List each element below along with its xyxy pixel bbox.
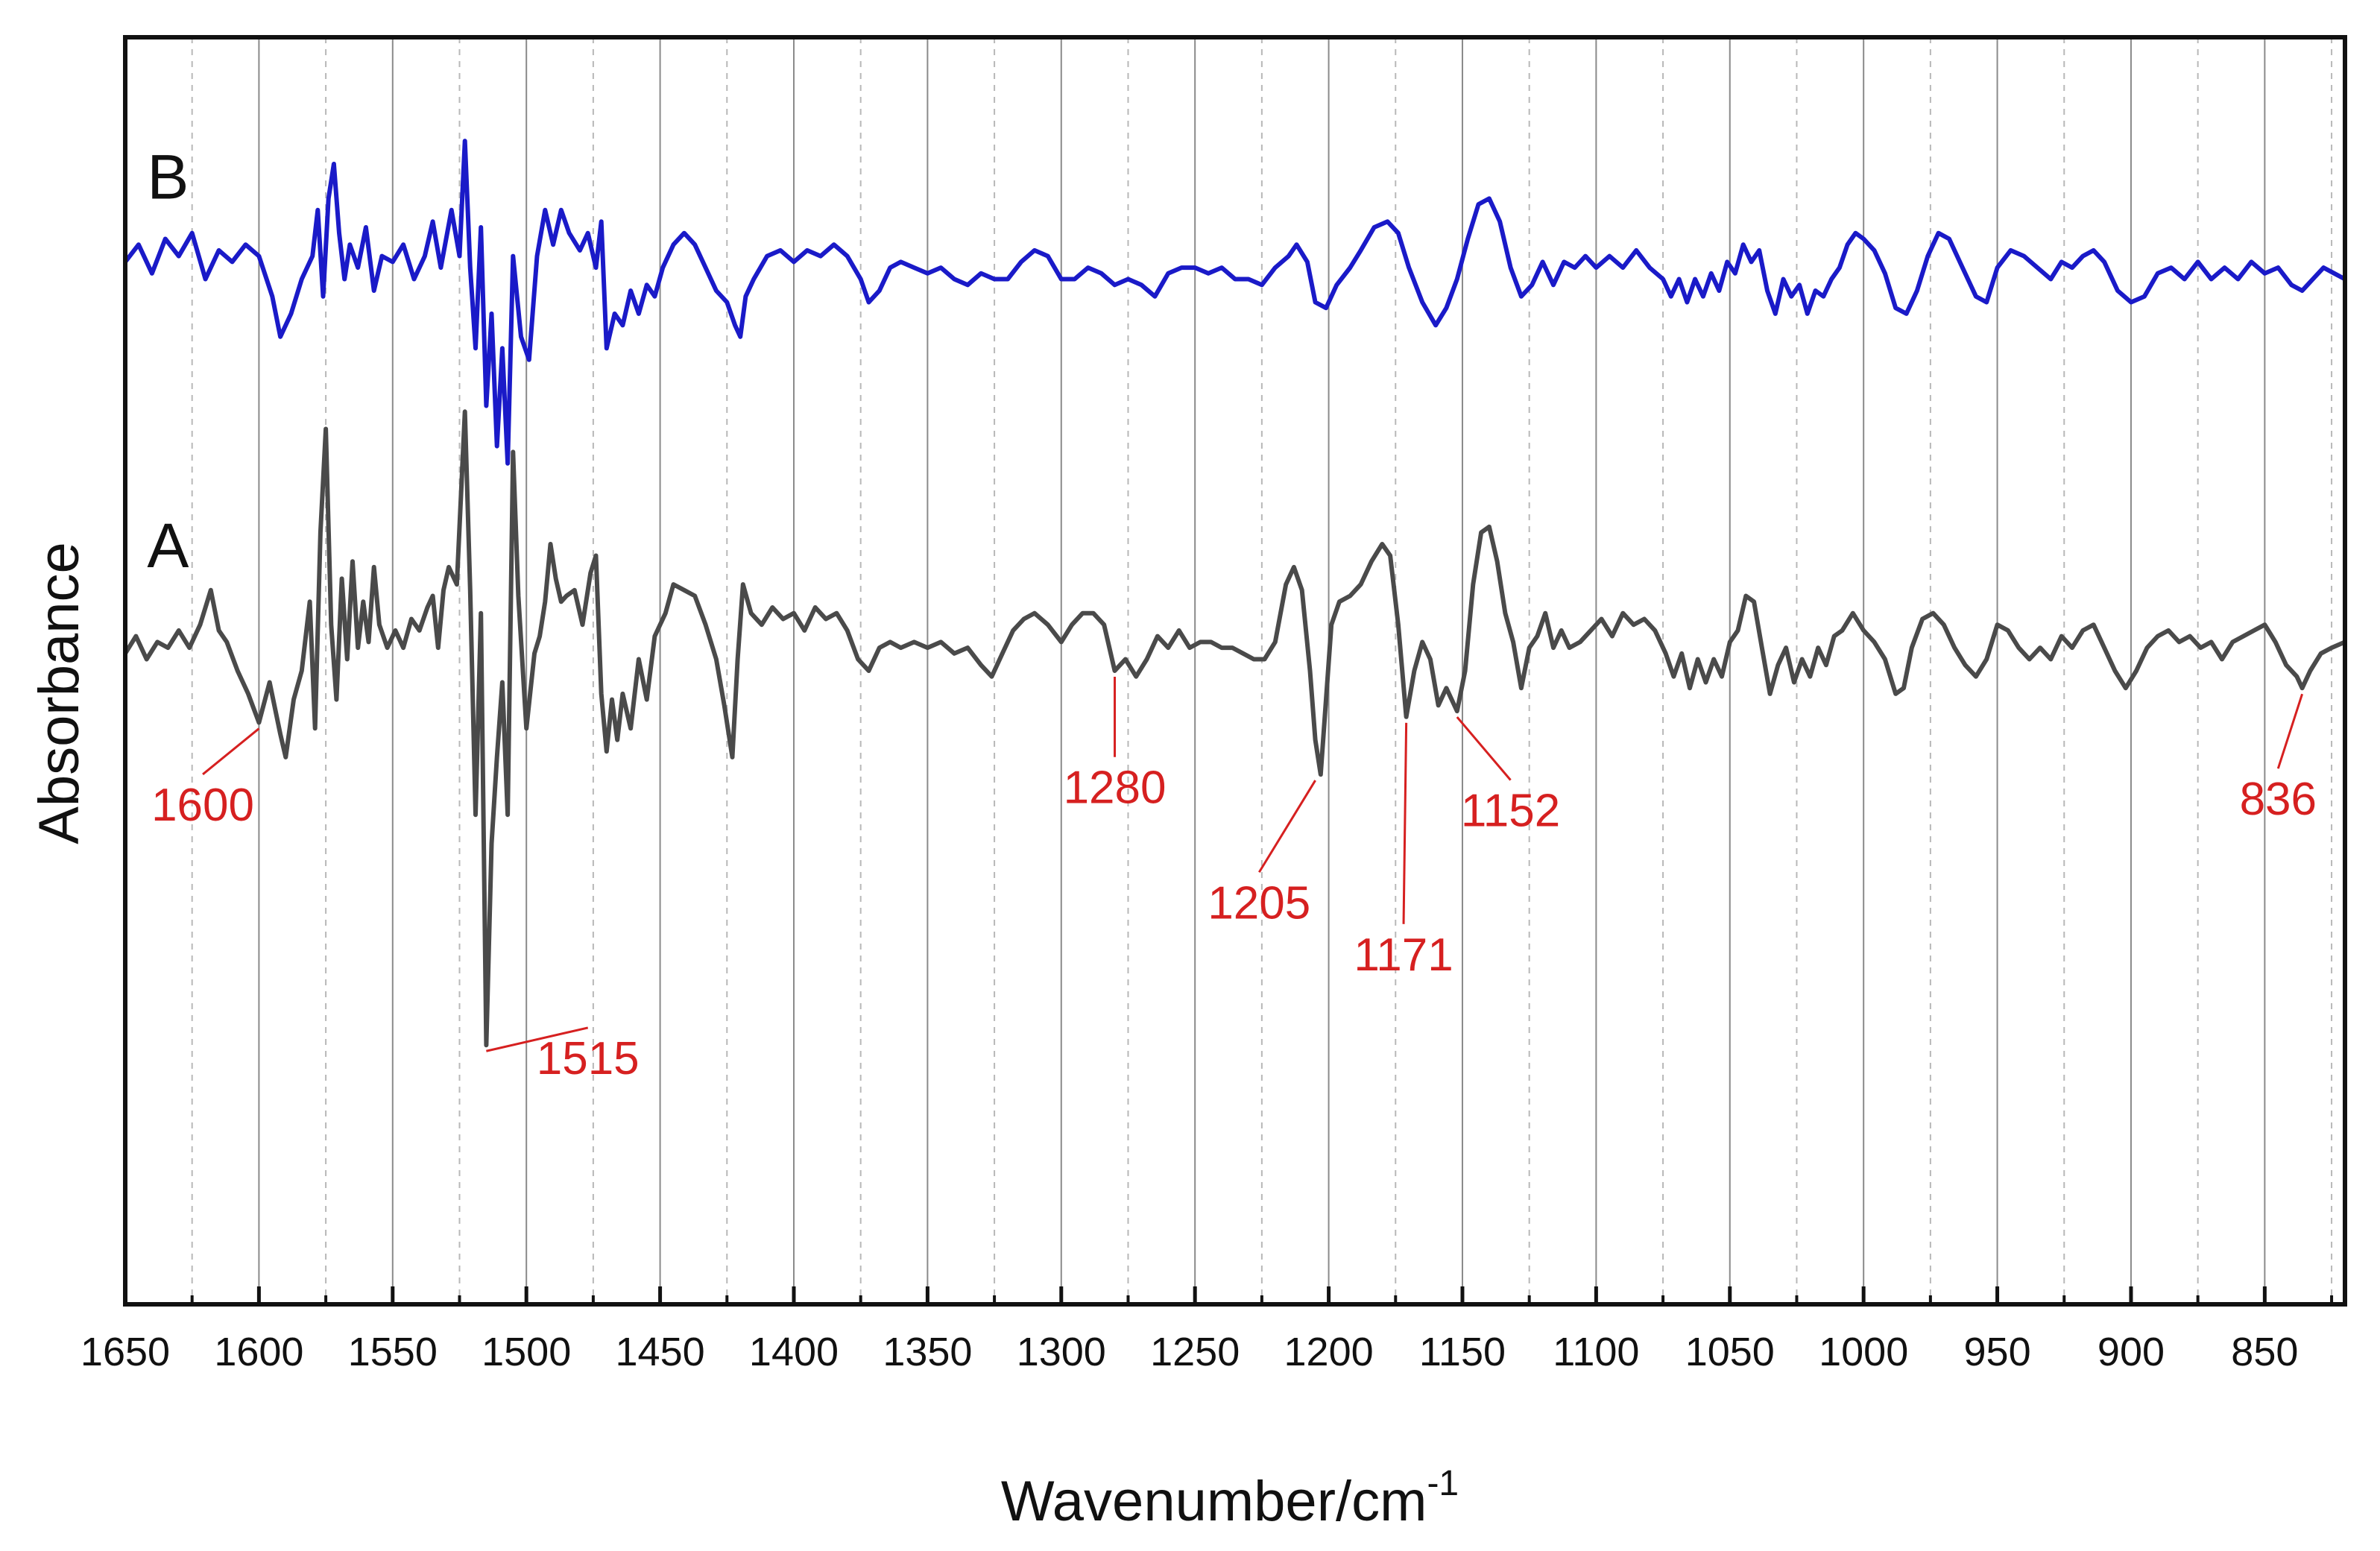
x-tick-label: 1550 xyxy=(348,1330,438,1374)
x-tick-label: 1200 xyxy=(1284,1330,1374,1374)
annotations: 1600 1515 1280 1205 1171 1152 836 xyxy=(151,677,2317,1084)
x-tick-label: 850 xyxy=(2231,1330,2298,1374)
x-tick-label: 1600 xyxy=(214,1330,303,1374)
x-tick-label: 1450 xyxy=(616,1330,705,1374)
series-line-b xyxy=(123,139,2346,466)
annotation-label: 1205 xyxy=(1208,877,1310,929)
x-tick-label: 1150 xyxy=(1419,1330,1506,1374)
x-tick-label: 1250 xyxy=(1150,1330,1240,1374)
x-tick-label: 1300 xyxy=(1017,1330,1106,1374)
annotation-leader xyxy=(1258,780,1316,874)
x-tick-label: 1350 xyxy=(883,1330,972,1374)
series-label-b: B xyxy=(147,142,189,212)
series-lines xyxy=(123,139,2346,1048)
x-axis-tick-labels: 1650 1600 1550 1500 1450 1400 1350 1300 1250 1200… xyxy=(81,1330,2298,1374)
annotation-leader xyxy=(202,727,260,776)
series-line-a xyxy=(123,409,2346,1048)
annotation-leader xyxy=(1456,716,1512,781)
x-tick-label: 950 xyxy=(1964,1330,2031,1374)
y-axis-title: Absorbance xyxy=(28,542,91,844)
annotation-label: 1171 xyxy=(1354,929,1453,981)
x-tick-label: 900 xyxy=(2098,1330,2165,1374)
series-label-a: A xyxy=(147,511,189,581)
x-axis-title-superscript: -1 xyxy=(1427,1464,1459,1503)
x-tick-label: 1400 xyxy=(749,1330,839,1374)
x-tick-label: 1650 xyxy=(81,1330,170,1374)
x-tick-label: 1500 xyxy=(482,1330,571,1374)
x-tick-label: 1000 xyxy=(1819,1330,1908,1374)
annotation-label: 1280 xyxy=(1064,762,1167,814)
x-tick-label: 1100 xyxy=(1553,1330,1639,1374)
annotation-label: 1515 xyxy=(537,1033,640,1084)
gridlines xyxy=(191,37,2333,1304)
annotation-label: 836 xyxy=(2240,774,2317,825)
annotation-label: 1152 xyxy=(1461,786,1560,837)
x-axis-title: Wavenumber/cm-1 xyxy=(1001,1464,1459,1533)
x-axis-ticks xyxy=(123,1286,2334,1304)
plot-frame xyxy=(123,35,2347,1307)
annotation-leader xyxy=(486,1026,589,1052)
annotation-label: 1600 xyxy=(151,780,254,831)
x-tick-label: 1050 xyxy=(1685,1330,1775,1374)
x-axis-title-main: Wavenumber/cm xyxy=(1001,1470,1427,1533)
annotation-leader xyxy=(1402,722,1408,924)
annotation-leader xyxy=(2276,693,2304,769)
series-labels: BA xyxy=(147,142,189,581)
